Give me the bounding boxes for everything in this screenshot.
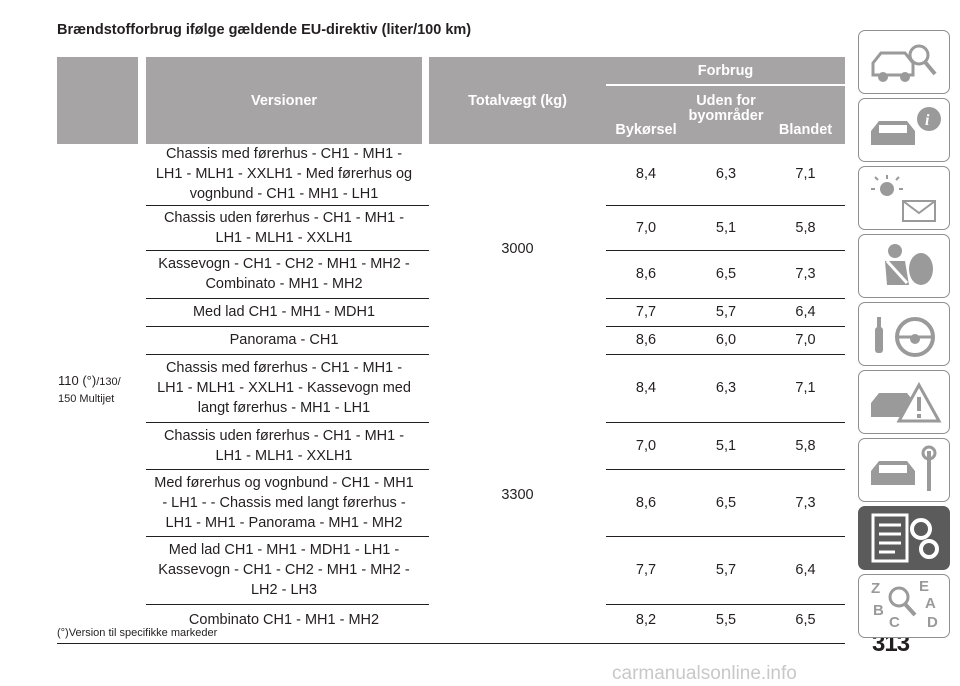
chapter-tab-technical-data[interactable] [858,506,950,570]
mixed-value: 7,1 [766,144,846,206]
svg-text:C: C [889,614,900,631]
chapter-tab-car-search[interactable] [858,30,950,94]
index-icon: Z EA BC D [871,578,938,631]
mixed-value: 7,0 [766,326,846,355]
seatbelt-airbag-icon [885,244,933,285]
version-cell: Kassevogn - CH1 - CH2 - MH1 - MH2 - Combi… [146,250,422,299]
mixed-value: 6,4 [766,536,846,605]
version-cell: Med førerhus og vognbund - CH1 - MH1- LH… [146,469,422,537]
extra-urban-value: 6,5 [686,250,766,299]
header-consumption: Forbrug [606,57,846,85]
weight-cell: 3000 [501,241,534,257]
city-value: 8,4 [606,354,686,423]
chapter-tab-emergency[interactable] [858,370,950,434]
fuel-consumption-table: Versioner Totalvægt (kg) Forbrug Bykørse… [57,57,846,644]
version-cell: Chassis med førerhus - CH1 - MH1 - LH1 - … [146,144,422,206]
car-maintenance-icon [871,445,937,491]
footnote: (°)Version til specifikke markeder [57,627,218,639]
model-cell: 110 (°)/130/150 Multijet [58,372,121,405]
mixed-value: 7,3 [766,250,846,299]
mixed-value: 6,5 [795,611,816,628]
extra-urban-value: 5,1 [686,205,766,251]
car-info-icon: i [871,107,941,145]
extra-urban-value: 5,7 [686,298,766,327]
version-cell: Chassis med førerhus - CH1 - MH1 - LH1 - … [146,354,422,423]
version-cell: Med lad CH1 - MH1 - MDH1 [146,298,422,327]
chapter-tab-lights-messages[interactable] [858,166,950,230]
version-cell: Chassis uden førerhus - CH1 - MH1 - LH1 -… [146,422,422,470]
extra-urban-value: 6,3 [686,354,766,423]
version-cell: Panorama - CH1 [146,326,422,355]
city-value: 8,4 [606,144,686,206]
chapter-tab-safety[interactable] [858,234,950,298]
car-search-icon [871,44,937,82]
mixed-value: 7,1 [766,354,846,423]
svg-text:D: D [927,614,938,631]
watermark: carmanualsonline.info [612,663,797,684]
mixed-value: 7,3 [766,469,846,537]
table-bottom-rule [57,635,846,644]
header-versions: Versioner [146,57,422,144]
city-value: 8,2 [635,611,657,628]
car-warning-icon [871,381,942,423]
chapter-tab-maintenance[interactable] [858,438,950,502]
extra-urban-value: 6,0 [686,326,766,355]
city-value: 8,6 [606,469,686,537]
weight-cell: 3300 [501,486,534,503]
header-extra-urban: Uden for byområder [686,84,766,144]
extra-urban-value: 5,5 [715,611,737,628]
header-model-cell [57,57,138,144]
header-city: Bykørsel [606,84,686,144]
city-value: 8,6 [606,250,686,299]
technical-data-icon [871,513,939,563]
steering-wheel-icon [875,317,935,357]
svg-text:A: A [925,595,936,612]
mixed-value: 5,8 [766,422,846,470]
header-weight: Totalvægt (kg) [429,57,606,144]
city-value: 7,0 [606,422,686,470]
extra-urban-value: 6,5 [686,469,766,537]
mixed-value: 5,8 [766,205,846,251]
extra-urban-value: 6,3 [686,144,766,206]
chapter-tab-starting-driving[interactable] [858,302,950,366]
version-cell: Med lad CH1 - MH1 - MDH1 - LH1 - Kassevog… [146,536,422,605]
mixed-value: 6,4 [766,298,846,327]
chapter-tab-car-info[interactable]: i [858,98,950,162]
svg-text:E: E [919,578,929,595]
extra-urban-value: 5,7 [686,536,766,605]
version-cell: Chassis uden førerhus - CH1 - MH1 - LH1 -… [146,205,422,251]
svg-text:Z: Z [871,580,880,597]
svg-text:i: i [925,112,930,129]
city-value: 7,7 [606,298,686,327]
page-title: Brændstofforbrug ifølge gældende EU-dire… [57,22,472,38]
light-message-icon [871,175,936,222]
city-value: 8,6 [606,326,686,355]
version-cell: Combinato CH1 - MH1 - MH2 [188,611,380,628]
city-value: 7,0 [606,205,686,251]
extra-urban-value: 5,1 [686,422,766,470]
header-mixed: Blandet [766,84,846,144]
city-value: 7,7 [606,536,686,605]
svg-text:B: B [873,602,884,619]
